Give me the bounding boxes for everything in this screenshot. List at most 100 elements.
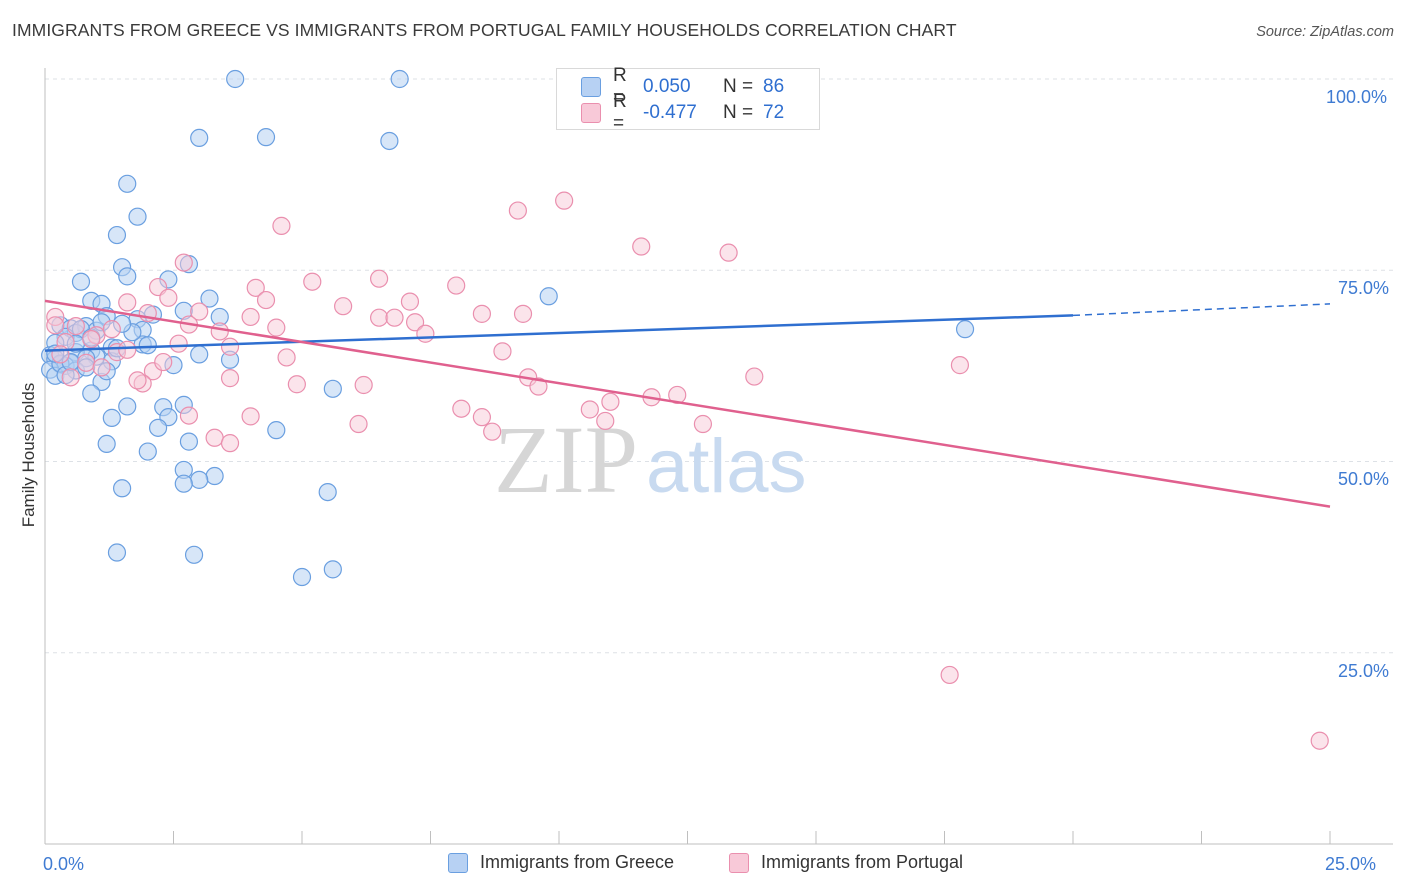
portugal-point-32 <box>220 337 240 356</box>
greece-point-1 <box>390 69 409 89</box>
chart-title: IMMIGRANTS FROM GREECE VS IMMIGRANTS FRO… <box>12 20 957 40</box>
portugal-point-43 <box>220 369 240 388</box>
portugal-point-13 <box>400 292 420 311</box>
greece-point-3 <box>256 128 276 147</box>
greece-point-67 <box>323 560 342 579</box>
portugal-point-46 <box>354 375 373 395</box>
portugal-point-47 <box>128 371 147 390</box>
y-tick-label-75: 75.0% <box>1338 278 1390 298</box>
portugal-point-63 <box>46 316 65 335</box>
portugal-point-4 <box>719 243 738 262</box>
greece-swatch <box>581 77 601 97</box>
portugal-point-23 <box>405 313 425 332</box>
portugal-point-36 <box>277 348 296 367</box>
greece-trend-line <box>44 314 1074 352</box>
grid-layer <box>45 78 1393 654</box>
portugal-legend-swatch <box>729 852 749 873</box>
greece-point-57 <box>97 434 116 454</box>
portugal-legend-label: Immigrants from Portugal <box>761 852 964 872</box>
portugal-point-62 <box>220 434 240 453</box>
portugal-point-7 <box>303 272 322 291</box>
greece-point-61 <box>190 470 209 489</box>
portugal-point-56 <box>179 406 199 425</box>
portugal-point-29 <box>210 322 229 341</box>
y-axis-title: Family Households <box>19 382 38 528</box>
greece-point-13 <box>539 287 558 306</box>
portugal-point-2 <box>272 216 291 235</box>
legend-row-greece: R = 0.050 N = 86 <box>581 65 785 108</box>
greece-point-58 <box>138 442 157 461</box>
portugal-point-58 <box>693 414 713 434</box>
greece-point-52 <box>102 408 121 427</box>
portugal-point-21 <box>241 307 260 327</box>
greece-point-55 <box>148 418 168 437</box>
portugal-point-5 <box>174 253 193 272</box>
portugal-point-45 <box>287 375 306 394</box>
portugal-point-51 <box>601 392 620 411</box>
portugal-point-38 <box>77 353 96 372</box>
portugal-point-22 <box>370 308 389 327</box>
portugal-point-42 <box>745 367 764 386</box>
legend-item-greece[interactable]: Immigrants from Greece <box>448 852 674 873</box>
greece-point-84 <box>190 345 209 364</box>
portugal-point-48 <box>529 377 548 396</box>
legend-row-portugal: R = -0.477 N = 72 <box>581 91 785 134</box>
portugal-point-16 <box>472 304 491 323</box>
y-tick-label-50: 50.0% <box>1338 469 1390 489</box>
portugal-point-11 <box>159 288 178 307</box>
greece-point-54 <box>267 421 286 440</box>
portugal-point-67 <box>92 358 111 377</box>
greece-point-47 <box>82 384 101 403</box>
portugal-point-59 <box>596 411 615 431</box>
portugal-point-70 <box>940 665 959 685</box>
greece-point-5 <box>118 174 137 193</box>
portugal-point-24 <box>385 308 404 327</box>
legend-item-portugal[interactable]: Immigrants from Portugal <box>729 852 963 873</box>
greece-point-2 <box>190 128 209 148</box>
portugal-point-53 <box>580 400 599 419</box>
portugal-point-10 <box>246 278 265 297</box>
greece-point-66 <box>184 545 204 564</box>
x-tick-label-25: 25.0% <box>1325 854 1377 874</box>
watermark-zip: ZIP <box>494 406 638 513</box>
greece-point-68 <box>292 567 312 587</box>
portugal-n-value: 72 <box>763 102 785 123</box>
portugal-point-0 <box>555 191 574 210</box>
greece-point-69 <box>955 320 975 339</box>
greece-r-label: R = <box>613 65 627 108</box>
greece-legend-label: Immigrants from Greece <box>480 852 675 872</box>
greece-trend-extension <box>1072 303 1331 317</box>
greece-point-48 <box>323 379 342 398</box>
portugal-point-55 <box>241 407 260 426</box>
portugal-point-71 <box>1310 731 1329 750</box>
portugal-n-label: N = <box>723 102 754 123</box>
portugal-point-61 <box>205 428 224 447</box>
watermark: ZIP atlas <box>494 406 807 513</box>
greece-point-16 <box>200 289 219 308</box>
axis-layer <box>44 68 1393 845</box>
portugal-point-39 <box>950 356 970 375</box>
greece-legend-swatch <box>448 852 468 873</box>
portugal-point-15 <box>334 297 353 316</box>
portugal-r-value: -0.477 <box>643 102 697 123</box>
portugal-point-27 <box>267 318 286 337</box>
trend-lines <box>44 299 1331 508</box>
portugal-point-1 <box>508 201 527 220</box>
greece-n-value: 86 <box>763 76 785 97</box>
portugal-point-66 <box>154 352 173 372</box>
portugal-point-31 <box>169 334 188 353</box>
greece-n-label: N = <box>723 76 754 97</box>
greece-point-4 <box>380 131 399 151</box>
portugal-point-35 <box>493 342 512 361</box>
greece-point-6 <box>128 207 147 226</box>
stats-legend: R = 0.050 N = 86 R = -0.477 N = 72 <box>556 65 820 134</box>
portugal-point-18 <box>513 304 533 323</box>
greece-point-74 <box>138 336 157 355</box>
portugal-point-68 <box>61 368 80 387</box>
portugal-point-64 <box>102 320 121 339</box>
source-label: Source: ZipAtlas.com <box>1256 24 1394 40</box>
greece-point-51 <box>118 397 137 416</box>
portugal-point-17 <box>190 302 209 321</box>
greece-point-7 <box>107 225 127 245</box>
